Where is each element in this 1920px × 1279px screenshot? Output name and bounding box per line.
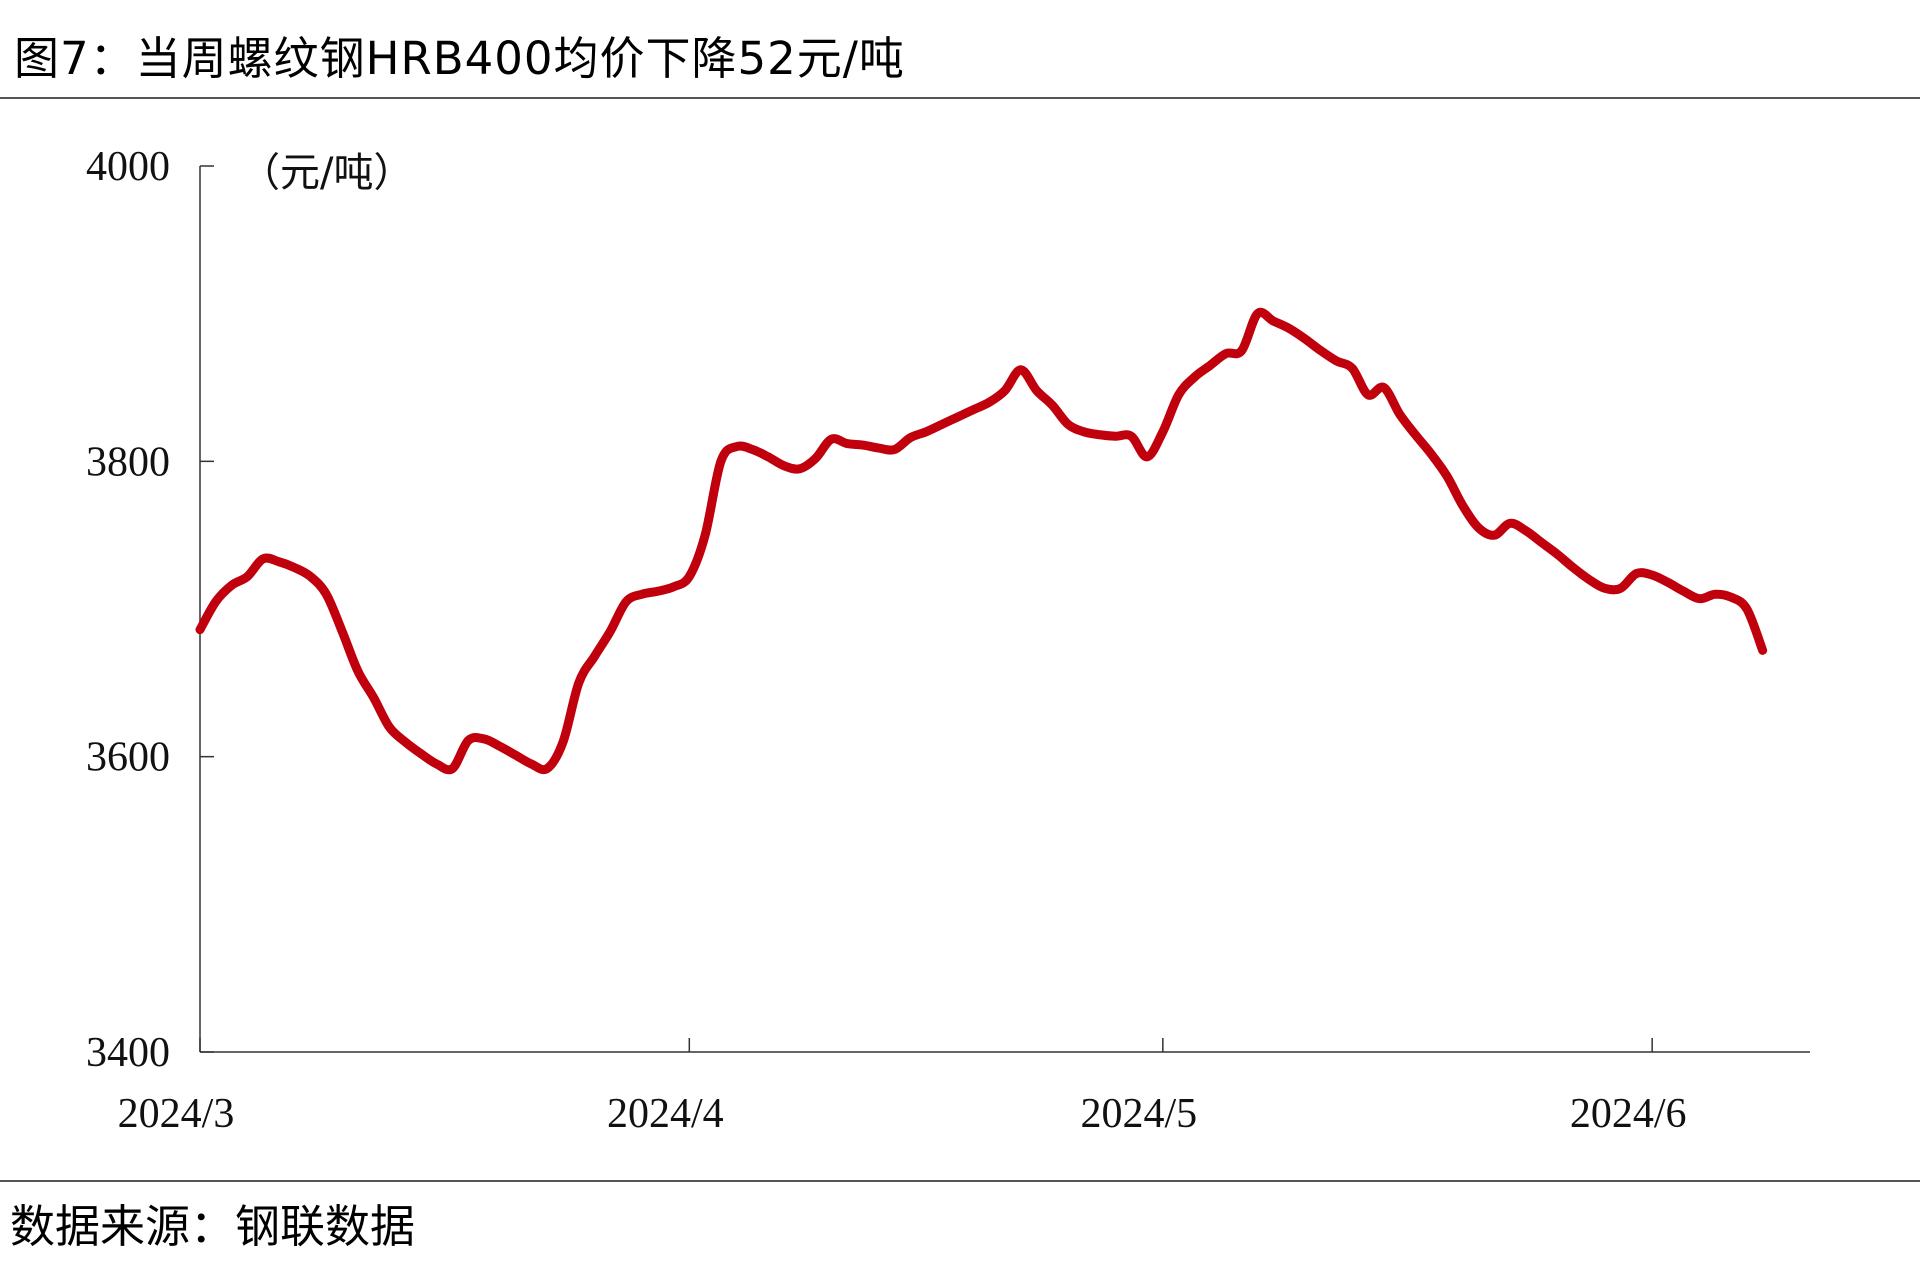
x-tick-label: 2024/3	[118, 1091, 235, 1137]
data-source-note: 数据来源：钢联数据	[10, 1200, 416, 1253]
y-tick-label: 4000	[86, 144, 170, 190]
x-tick-label: 2024/6	[1570, 1091, 1687, 1137]
y-tick-label: 3600	[86, 735, 170, 781]
chart-title: 图7：当周螺纹钢HRB400均价下降52元/吨	[14, 32, 905, 85]
y-axis-unit-label: （元/吨）	[240, 150, 413, 196]
y-tick-label: 3800	[86, 439, 170, 485]
x-tick-label: 2024/5	[1081, 1091, 1198, 1137]
top-divider	[0, 97, 1920, 99]
y-tick-label: 3400	[86, 1030, 170, 1076]
series-line	[195, 307, 1768, 775]
chart-axes	[199, 165, 1810, 1053]
x-tick-label: 2024/4	[607, 1091, 724, 1137]
chart-labels: 4000 3800 3600 3400 2024/3 2024/4 2024/5 2024/6…	[86, 144, 1686, 1137]
chart-series	[195, 307, 1768, 775]
bottom-divider	[0, 1180, 1920, 1182]
